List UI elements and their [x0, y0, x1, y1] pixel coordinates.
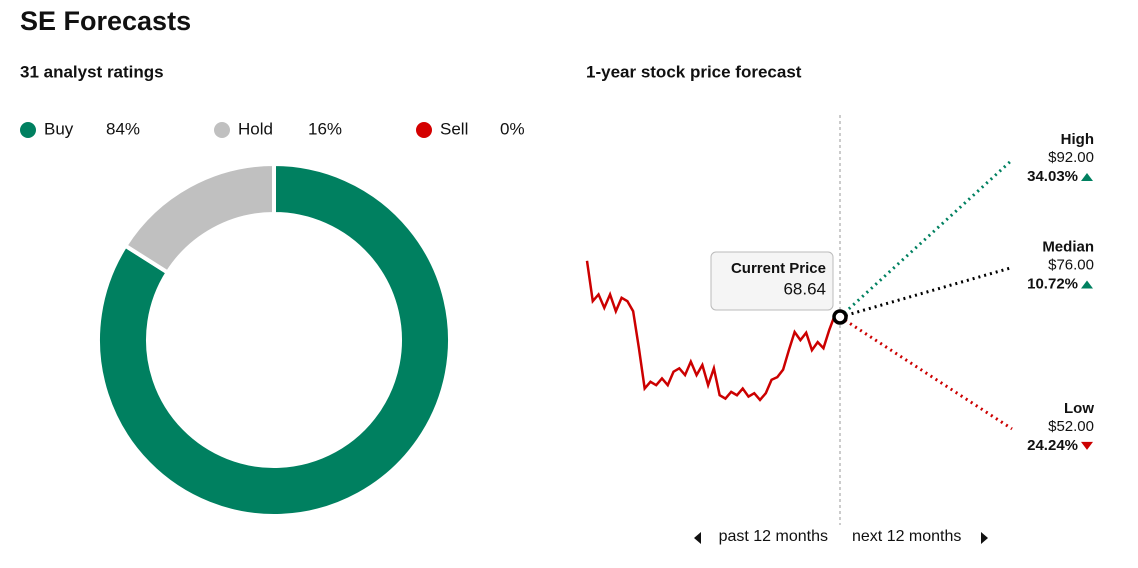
current-price-marker [832, 309, 848, 325]
legend-swatch [416, 122, 432, 138]
left-arrow [694, 532, 701, 544]
target-change: 10.72% [1027, 276, 1078, 293]
forecast-line [839, 315, 1013, 431]
target-price: $92.00 [1048, 149, 1094, 166]
forecast-line [838, 158, 1014, 319]
change-arrow [1081, 280, 1093, 289]
ratings-title: 31 analyst ratings [20, 62, 164, 81]
target-name: Low [1064, 400, 1094, 417]
legend-name: Hold [238, 119, 273, 138]
legend-swatch [214, 122, 230, 138]
current-price-value: 68.64 [783, 279, 826, 298]
change-arrow [1081, 173, 1093, 181]
forecast-title: 1-year stock price forecast [586, 62, 802, 81]
legend-value: 16% [308, 119, 342, 138]
price-history [585, 260, 841, 402]
donut-segment [96, 161, 452, 518]
legend-name: Buy [44, 119, 74, 138]
current-price-label: Current Price [731, 260, 826, 277]
target-name: High [1061, 131, 1094, 148]
next-label: next 12 months [852, 528, 961, 545]
forecast-line [839, 266, 1013, 319]
target-change: 24.24% [1027, 437, 1078, 454]
legend-name: Sell [440, 119, 468, 138]
target-name: Median [1042, 239, 1094, 256]
donut-segment [122, 161, 276, 276]
legend-value: 84% [106, 119, 140, 138]
current-price-box [710, 251, 834, 311]
change-arrow [1081, 441, 1093, 450]
target-price: $52.00 [1048, 418, 1094, 435]
page-title: SE Forecasts [20, 6, 191, 36]
legend-swatch [20, 122, 36, 138]
target-change: 34.03% [1027, 168, 1078, 185]
right-arrow [981, 532, 988, 544]
legend-value: 0% [500, 119, 525, 138]
past-label: past 12 months [719, 528, 828, 545]
target-price: $76.00 [1048, 257, 1094, 274]
